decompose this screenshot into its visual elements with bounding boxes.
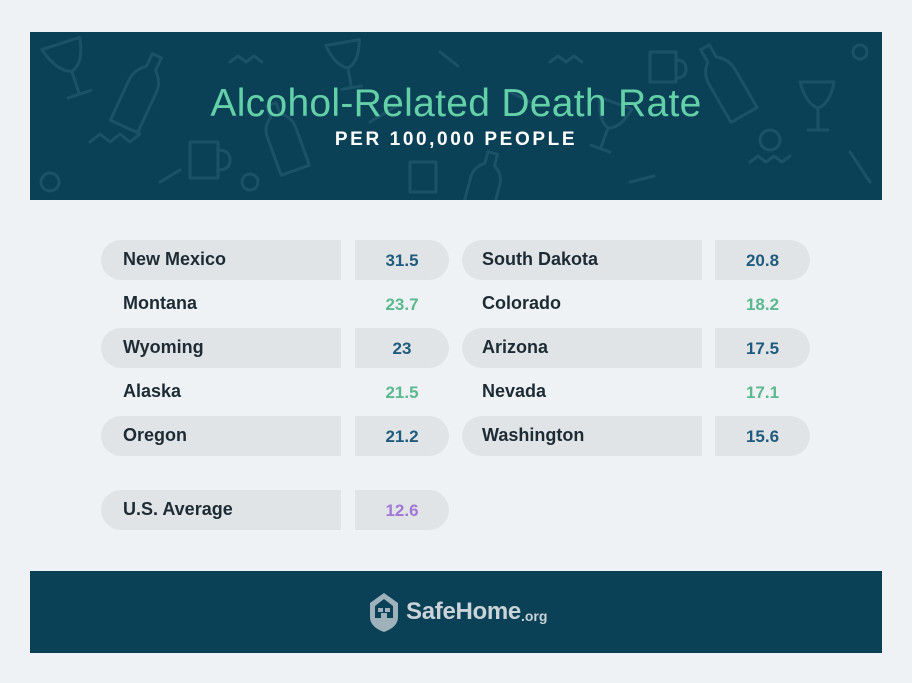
state-name: Alaska — [123, 381, 182, 401]
state-name: New Mexico — [101, 240, 341, 280]
table-row: Arizona 17.5 — [462, 328, 810, 368]
us-average-label: U.S. Average — [101, 490, 341, 530]
us-average-row: U.S. Average 12.6 — [101, 490, 449, 530]
table-row: Montana 23.7 — [101, 284, 449, 324]
us-average-value: 12.6 — [355, 490, 449, 530]
table-row: South Dakota 20.8 — [462, 240, 810, 280]
house-shield-icon — [370, 593, 398, 632]
page-title: Alcohol-Related Death Rate — [210, 82, 702, 125]
death-rate-value: 21.5 — [385, 383, 419, 402]
state-name: Colorado — [482, 293, 561, 313]
death-rate-value: 23.7 — [385, 295, 419, 314]
state-name: South Dakota — [462, 240, 702, 280]
table-row: Oregon 21.2 — [101, 416, 449, 456]
logo-wordmark: SafeHome — [406, 598, 521, 625]
death-rate-value: 23 — [355, 328, 449, 368]
footer-banner: SafeHome .org — [30, 571, 882, 653]
state-name: Nevada — [482, 381, 547, 401]
death-rate-value: 18.2 — [745, 295, 780, 314]
table-row: Wyoming 23 — [101, 328, 449, 368]
death-rate-value: 21.2 — [355, 416, 449, 456]
state-name: Oregon — [101, 416, 341, 456]
table-row: Alaska 21.5 — [101, 372, 449, 412]
death-rate-value: 15.6 — [715, 416, 810, 456]
death-rate-value: 31.5 — [355, 240, 449, 280]
drinks-pattern-background — [39, 35, 872, 200]
table-row: Washington 15.6 — [462, 416, 810, 456]
table-row: Colorado 18.2 — [462, 284, 810, 324]
table-row: New Mexico 31.5 — [101, 240, 449, 280]
state-name: Arizona — [462, 328, 702, 368]
header-banner: Alcohol-Related Death Rate PER 100,000 P… — [30, 32, 882, 200]
table-row: Nevada 17.1 — [462, 372, 810, 412]
page-subtitle: PER 100,000 PEOPLE — [334, 129, 578, 150]
death-rate-value: 17.1 — [745, 383, 780, 402]
logo-tld: .org — [520, 608, 548, 624]
state-name: Montana — [123, 293, 197, 313]
state-name: Washington — [462, 416, 702, 456]
death-rate-value: 20.8 — [715, 240, 810, 280]
death-rate-value: 17.5 — [715, 328, 810, 368]
safehome-logo: SafeHome .org — [368, 591, 547, 633]
state-name: Wyoming — [101, 328, 341, 368]
